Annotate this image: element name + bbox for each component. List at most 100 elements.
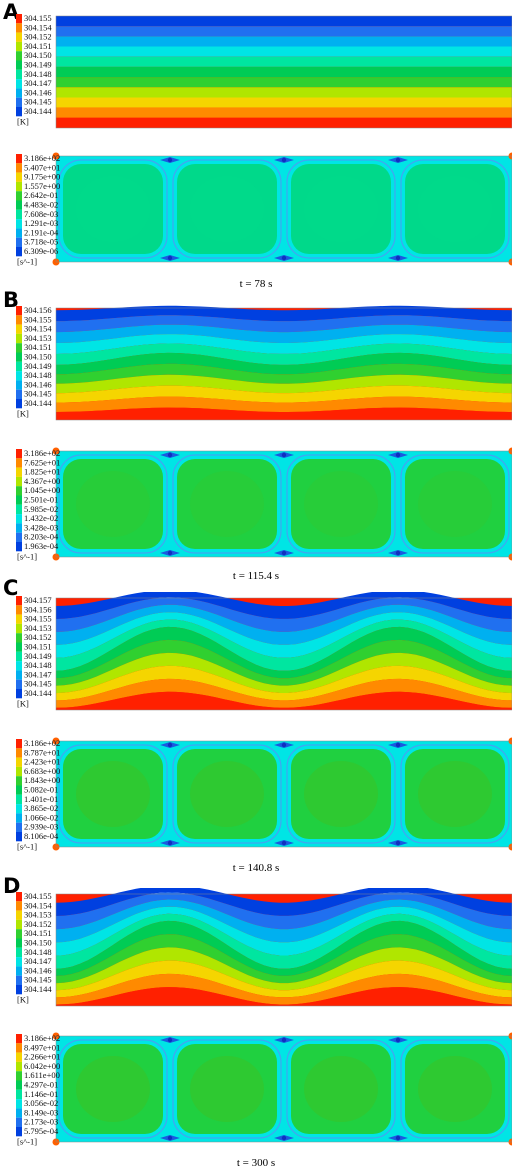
legend-swatch xyxy=(16,892,22,902)
stagnation-point xyxy=(395,157,401,163)
temperature-band xyxy=(56,639,512,686)
temperature-band xyxy=(56,960,512,998)
legend-label: 7.625e+01 xyxy=(24,457,60,467)
stagnation-point xyxy=(167,1037,173,1043)
legend-label: 5.407e+01 xyxy=(24,162,60,172)
legend-swatch xyxy=(16,449,22,459)
stagnation-point xyxy=(167,742,173,748)
legend-label: 304.153 xyxy=(24,910,52,920)
legend-label: 1.066e-02 xyxy=(24,812,58,822)
legend-swatch xyxy=(16,371,22,381)
legend-label: 4.367e+00 xyxy=(24,476,60,486)
legend-swatch xyxy=(16,1052,22,1062)
legend-label: 304.151 xyxy=(24,41,52,51)
legend-swatch xyxy=(16,154,22,164)
legend-swatch xyxy=(16,1108,22,1118)
legend-swatch xyxy=(16,739,22,749)
legend-label: 304.151 xyxy=(24,642,52,652)
temperature-band xyxy=(56,906,512,956)
legend-label: 304.147 xyxy=(24,78,52,88)
stagnation-point xyxy=(395,742,401,748)
stagnation-point xyxy=(281,550,287,556)
legend-label: 304.155 xyxy=(24,314,52,324)
legend-swatch xyxy=(16,957,22,967)
temperature-band xyxy=(56,913,512,969)
legend-swatch xyxy=(16,679,22,689)
stagnation-point xyxy=(167,255,173,261)
legend-label: 304.148 xyxy=(24,69,52,79)
strain-rate-contour-plot: 3.186e+02 8.497e+01 2.266e+01 6.042e+00 1.61… xyxy=(16,1030,512,1148)
legend-swatch xyxy=(16,306,22,316)
temperature-band xyxy=(56,934,512,984)
legend-label: 3.186e+02 xyxy=(24,1033,60,1043)
legend-swatch xyxy=(16,69,22,80)
legend-swatch xyxy=(16,813,22,823)
legend-label: 304.146 xyxy=(24,379,52,389)
legend-label: 304.146 xyxy=(24,965,52,975)
legend-label: 1.611e+00 xyxy=(24,1070,60,1080)
temperature-band xyxy=(56,892,512,930)
legend-label: 2.501e-01 xyxy=(24,495,58,505)
legend-label: 6.042e+00 xyxy=(24,1061,60,1071)
legend-label: 304.145 xyxy=(24,975,52,985)
legend-swatch xyxy=(16,1117,22,1127)
legend-swatch xyxy=(16,605,22,615)
legend-swatch xyxy=(16,542,22,552)
strain-legend: 3.186e+028.787e+012.423e+016.683e+001.84… xyxy=(16,738,60,851)
legend-label: 304.148 xyxy=(24,660,52,670)
temperature-band xyxy=(56,407,512,420)
legend-label: 304.145 xyxy=(24,679,52,689)
temperature-band xyxy=(56,334,512,354)
legend-swatch xyxy=(16,504,22,515)
legend-swatch xyxy=(16,623,22,634)
temperature-contour-plot: 304.157 304.156 304.155 304.153 304.152 304.1… xyxy=(16,592,512,714)
temperature-band xyxy=(56,626,512,679)
legend-swatch xyxy=(16,748,22,758)
legend-swatch xyxy=(16,651,22,662)
temperature-band xyxy=(56,396,512,412)
legend-label: 2.423e+01 xyxy=(24,757,60,767)
strain-rate-contour-plot: 3.186e+02 5.407e+01 9.175e+00 1.557e+00 2.64… xyxy=(16,150,512,268)
legend-label: 304.154 xyxy=(24,900,52,910)
panel-letter: D xyxy=(3,874,21,898)
legend-label: 5.985e-02 xyxy=(24,504,58,514)
temperature-band xyxy=(56,117,512,128)
stagnation-point xyxy=(395,550,401,556)
legend-swatch xyxy=(16,757,22,767)
temperature-band xyxy=(56,888,512,916)
legend-swatch xyxy=(16,324,22,334)
stagnation-point xyxy=(167,840,173,846)
stagnation-point xyxy=(395,1135,401,1141)
temperature-band xyxy=(56,315,512,333)
legend-label: 2.191e-04 xyxy=(24,227,59,237)
temperature-legend: 304.155304.154304.153304.152304.151304.1… xyxy=(16,891,52,1004)
legend-label: 1.146e-01 xyxy=(24,1089,58,1099)
temperature-band xyxy=(56,324,512,343)
legend-label: 304.149 xyxy=(24,60,52,70)
legend-swatch xyxy=(16,532,22,542)
legend-swatch xyxy=(16,181,22,192)
time-caption: t = 78 s xyxy=(239,278,273,290)
legend-unit: [K] xyxy=(17,408,29,418)
legend-label: 304.155 xyxy=(24,614,52,624)
legend-label: 5.795e-04 xyxy=(24,1126,59,1136)
temperature-band xyxy=(56,97,512,108)
legend-swatch xyxy=(16,633,22,643)
legend-swatch xyxy=(16,219,22,229)
stagnation-point xyxy=(167,1135,173,1141)
legend-label: 304.147 xyxy=(24,669,52,679)
legend-label: 3.718e-05 xyxy=(24,237,58,247)
temperature-band xyxy=(56,665,512,701)
legend-label: 7.608e-03 xyxy=(24,209,58,219)
legend-swatch xyxy=(16,929,22,939)
temperature-band xyxy=(56,691,512,710)
temperature-field xyxy=(55,15,512,129)
stagnation-point xyxy=(281,742,287,748)
stagnation-point xyxy=(281,452,287,458)
temperature-contour-plot: 304.155 304.154 304.152 304.151 304.150 304.1… xyxy=(16,10,512,132)
stagnation-point xyxy=(167,157,173,163)
legend-unit: [K] xyxy=(17,116,29,126)
temperature-field xyxy=(55,305,512,421)
legend-swatch xyxy=(16,614,22,624)
legend-unit: [s^-1] xyxy=(17,1136,37,1146)
